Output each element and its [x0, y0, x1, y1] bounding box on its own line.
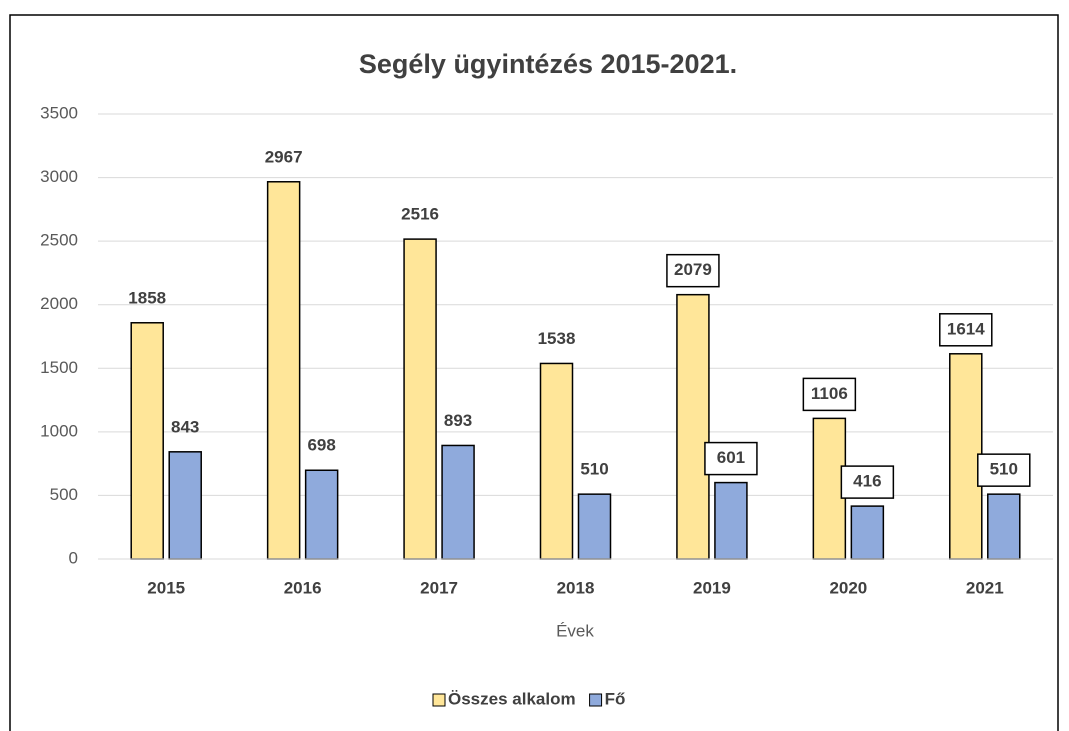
x-tick-label: 2021 — [966, 578, 1004, 597]
y-tick-label: 3500 — [40, 103, 78, 122]
legend-swatch — [589, 693, 603, 707]
data-label-box — [802, 377, 857, 412]
bar — [403, 238, 437, 560]
data-label: 1106 — [811, 384, 848, 403]
y-tick-label: 1500 — [40, 358, 78, 377]
data-label: 698 — [307, 436, 335, 455]
data-label: 2516 — [401, 205, 439, 224]
data-label: 1614 — [947, 319, 985, 338]
y-tick-label: 1000 — [40, 421, 78, 440]
data-label: 416 — [853, 472, 881, 491]
data-label-box — [840, 465, 895, 499]
x-tick-label: 2018 — [557, 578, 595, 597]
bar — [168, 451, 202, 560]
data-label: 843 — [171, 417, 199, 436]
x-tick-label: 2016 — [284, 578, 322, 597]
y-tick-label: 500 — [50, 485, 78, 504]
bar — [850, 505, 885, 560]
bar — [266, 181, 301, 560]
x-tick-label: 2020 — [829, 578, 867, 597]
data-label: 510 — [990, 460, 1018, 479]
legend-label: Összes alkalom — [448, 689, 576, 708]
data-label-box — [939, 313, 993, 347]
bar — [577, 493, 612, 560]
y-tick-label: 3000 — [40, 167, 78, 186]
x-axis-label: Évek — [556, 621, 594, 640]
bar — [676, 293, 710, 560]
data-label-box — [977, 453, 1031, 487]
data-label: 510 — [580, 460, 608, 479]
data-label: 2967 — [265, 147, 303, 166]
bar — [812, 417, 847, 560]
data-label: 2079 — [674, 260, 712, 279]
bar — [987, 493, 1021, 560]
data-label: 1858 — [128, 288, 166, 307]
legend-label: Fő — [605, 689, 626, 708]
bar — [539, 362, 574, 560]
bar — [441, 444, 475, 560]
data-label: 601 — [717, 448, 745, 467]
legend-swatch — [432, 693, 446, 707]
y-tick-label: 0 — [69, 548, 78, 567]
y-tick-label: 2500 — [40, 231, 78, 250]
bar — [130, 322, 164, 560]
bar — [714, 481, 748, 560]
chart-border — [9, 14, 1059, 731]
x-tick-label: 2017 — [420, 578, 458, 597]
data-label: 893 — [444, 411, 472, 430]
y-tick-label: 2000 — [40, 294, 78, 313]
bar — [949, 353, 983, 560]
x-tick-label: 2019 — [693, 578, 731, 597]
x-tick-label: 2015 — [147, 578, 185, 597]
bar — [304, 469, 339, 560]
chart-title: Segély ügyintézés 2015-2021. — [359, 49, 737, 79]
data-label-box — [704, 441, 758, 476]
data-label-box — [666, 253, 720, 288]
data-label: 1538 — [538, 329, 576, 348]
